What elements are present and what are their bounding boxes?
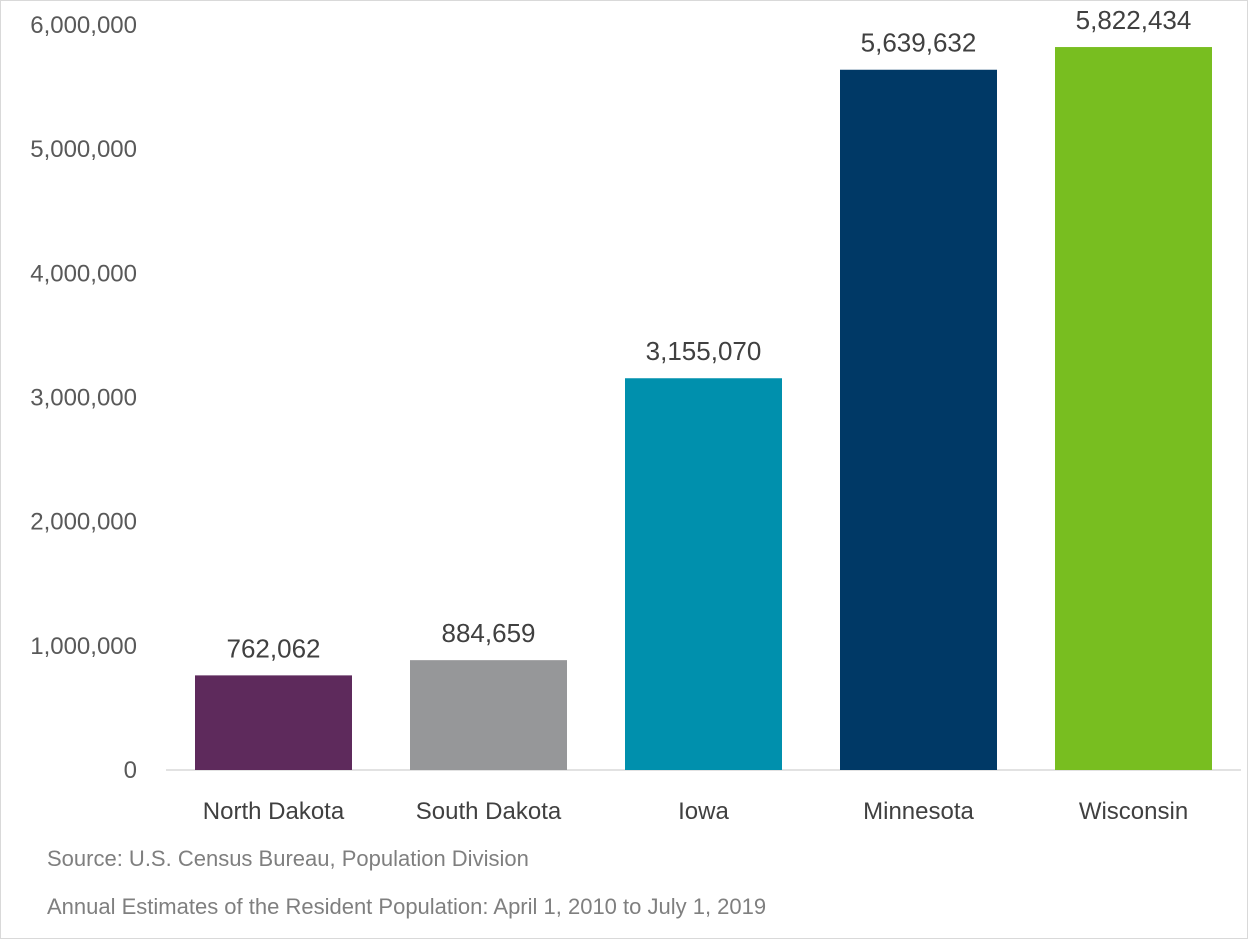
data-labels: 762,062 884,659 3,155,070 5,639,632 5,822,43… — [227, 5, 1192, 663]
y-tick-label: 5,000,000 — [30, 136, 137, 163]
bar-iowa — [625, 378, 782, 770]
y-tick-label: 1,000,000 — [30, 633, 137, 660]
data-label: 5,639,632 — [861, 28, 977, 58]
bar-wisconsin — [1055, 47, 1212, 770]
bars — [195, 47, 1212, 770]
x-axis-tick-labels: North Dakota South Dakota Iowa Minnesota Wis… — [203, 798, 1188, 825]
y-axis-tick-labels: 0 1,000,000 2,000,000 3,000,000 4,000,000 5,0… — [30, 12, 137, 784]
data-label: 884,659 — [442, 618, 536, 648]
bar-minnesota — [840, 69, 997, 770]
x-tick-label: Minnesota — [863, 798, 974, 825]
bar-south-dakota — [410, 660, 567, 770]
source-detail: Annual Estimates of the Resident Populat… — [47, 894, 767, 919]
y-tick-label: 4,000,000 — [30, 260, 137, 287]
bar-north-dakota — [195, 675, 352, 770]
y-tick-label: 2,000,000 — [30, 509, 137, 536]
x-tick-label: Wisconsin — [1079, 798, 1188, 825]
source-note: Source: U.S. Census Bureau, Population D… — [47, 846, 529, 871]
x-tick-label: South Dakota — [416, 798, 562, 825]
data-label: 762,062 — [227, 633, 321, 663]
data-label: 3,155,070 — [646, 336, 762, 366]
y-tick-label: 0 — [124, 757, 137, 784]
y-tick-label: 6,000,000 — [30, 12, 137, 39]
x-tick-label: North Dakota — [203, 798, 345, 825]
y-tick-label: 3,000,000 — [30, 385, 137, 412]
x-tick-label: Iowa — [678, 798, 729, 825]
data-label: 5,822,434 — [1076, 5, 1192, 35]
